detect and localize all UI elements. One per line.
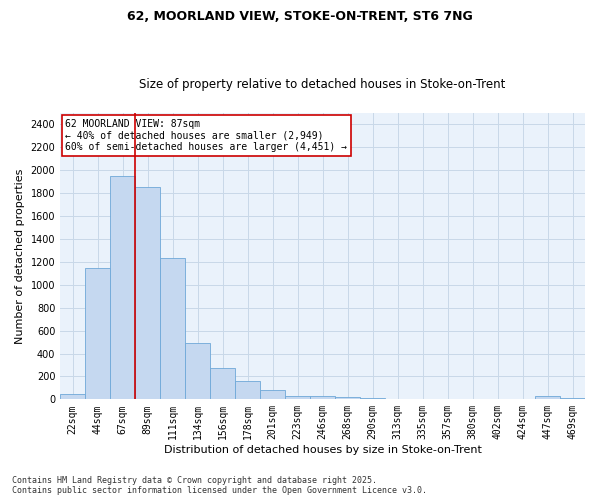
Bar: [410, 399, 435, 400]
Bar: [310, 396, 335, 400]
Bar: [360, 398, 385, 400]
Bar: [185, 343, 210, 400]
Bar: [435, 399, 460, 400]
Bar: [535, 396, 560, 400]
Bar: [85, 268, 110, 400]
Bar: [235, 381, 260, 400]
Bar: [160, 258, 185, 400]
Bar: [285, 396, 310, 400]
Bar: [560, 398, 585, 400]
Text: Contains HM Land Registry data © Crown copyright and database right 2025.
Contai: Contains HM Land Registry data © Crown c…: [12, 476, 427, 495]
Bar: [385, 399, 410, 400]
X-axis label: Distribution of detached houses by size in Stoke-on-Trent: Distribution of detached houses by size …: [164, 445, 482, 455]
Bar: [60, 394, 85, 400]
Bar: [485, 399, 510, 400]
Bar: [260, 390, 285, 400]
Bar: [460, 399, 485, 400]
Bar: [210, 368, 235, 400]
Bar: [135, 188, 160, 400]
Bar: [110, 176, 135, 400]
Bar: [335, 397, 360, 400]
Title: Size of property relative to detached houses in Stoke-on-Trent: Size of property relative to detached ho…: [139, 78, 506, 91]
Text: 62, MOORLAND VIEW, STOKE-ON-TRENT, ST6 7NG: 62, MOORLAND VIEW, STOKE-ON-TRENT, ST6 7…: [127, 10, 473, 23]
Bar: [510, 399, 535, 400]
Text: 62 MOORLAND VIEW: 87sqm
← 40% of detached houses are smaller (2,949)
60% of semi: 62 MOORLAND VIEW: 87sqm ← 40% of detache…: [65, 118, 347, 152]
Y-axis label: Number of detached properties: Number of detached properties: [15, 168, 25, 344]
